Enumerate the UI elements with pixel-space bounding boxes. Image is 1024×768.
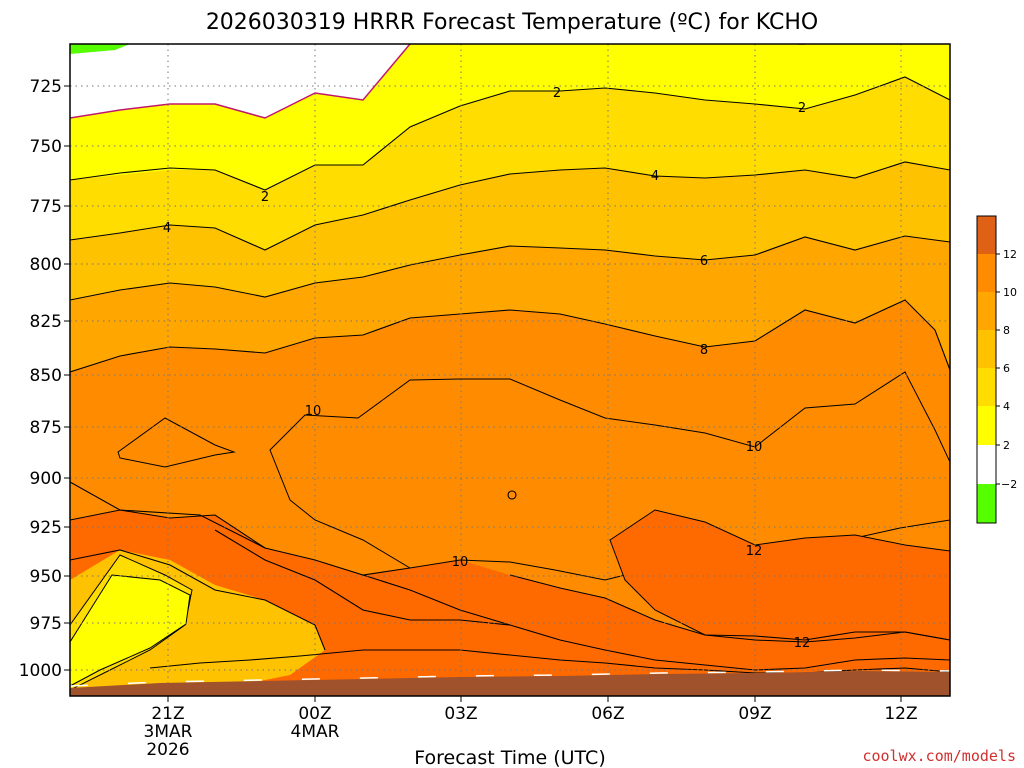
ground (70, 671, 950, 696)
contour-label: 10 (746, 440, 763, 455)
x-axis-label: Forecast Time (UTC) (414, 747, 605, 768)
band-10-12-core (269, 371, 950, 581)
x-tick-label: 06Z (591, 704, 624, 724)
x-tick-label: 09Z (738, 704, 771, 724)
x-tick-label: 21Z (151, 704, 184, 724)
x-tick-label: 03Z (444, 704, 477, 724)
contour-label: 2 (261, 190, 269, 205)
plot-area: 2 2 2 4 4 6 8 10 10 10 12 12 (70, 44, 950, 696)
y-tick-label: 975 (30, 614, 62, 634)
y-tick-label: 750 (30, 137, 62, 157)
colorbar-swatch (977, 216, 996, 254)
colorbar-swatch (977, 484, 996, 523)
colorbar-tick: −2 (1001, 478, 1017, 491)
contour-label: 2 (553, 86, 561, 101)
cool-lower-left-3 (70, 574, 191, 687)
contour-low-3 (214, 529, 511, 626)
contour-low-1 (70, 481, 266, 549)
y-tick-label: 825 (30, 312, 62, 332)
contour-label: 10 (305, 404, 322, 419)
contour-6 (70, 235, 950, 301)
colorbar-tick: 10 (1003, 286, 1017, 299)
contour-low-2 (362, 574, 950, 671)
y-tick-label: 925 (30, 518, 62, 538)
colorbar-tick: 4 (1003, 400, 1010, 413)
colorbar-tick: 12 (1003, 248, 1017, 261)
x-axis: 21Z 3MAR 2026 00Z 4MAR 03Z 06Z 09Z 12Z (144, 696, 918, 760)
contour-label: 12 (794, 636, 811, 651)
y-tick-label: 800 (30, 255, 62, 275)
y-axis: 725 750 775 800 825 850 875 900 925 950 … (19, 77, 70, 681)
y-tick-label: 850 (30, 366, 62, 386)
y-tick-label: 900 (30, 469, 62, 489)
warm-pocket-21z (117, 417, 236, 468)
y-tick-label: 875 (30, 418, 62, 438)
y-tick-label: 725 (30, 77, 62, 97)
x-tick-label: 00Z (298, 704, 331, 724)
contour-label: 6 (700, 254, 708, 269)
colorbar-frame (976, 215, 997, 524)
contour-label: 4 (163, 221, 171, 236)
y-tick-label: 775 (30, 197, 62, 217)
colorbar-tick: 8 (1003, 324, 1010, 337)
contour-zero (70, 44, 411, 119)
contour-label: 8 (700, 343, 708, 358)
x-tick-label: 4MAR (291, 722, 340, 742)
contour-4 (70, 161, 950, 251)
chart-title: 2026030319 HRRR Forecast Temperature (ºC… (206, 10, 818, 35)
x-tick-label: 2026 (146, 740, 189, 760)
contour-small-ring (507, 490, 517, 500)
contour-10-lower (70, 509, 411, 576)
contour-label: 10 (452, 555, 469, 570)
x-tick-label: 12Z (884, 704, 917, 724)
plot-frame (69, 43, 951, 697)
colorbar-tick: 6 (1003, 362, 1010, 375)
contour-labels: 2 2 2 4 4 6 8 10 10 10 12 12 (163, 86, 810, 651)
colorbar-swatch (977, 406, 996, 445)
contour-label: 2 (798, 101, 806, 116)
cold-corner (70, 44, 130, 54)
colorbar-swatch (977, 445, 996, 484)
colorbar-swatch (977, 292, 996, 330)
y-tick-label: 950 (30, 567, 62, 587)
contour-2 (70, 76, 950, 191)
y-tick-label: 1000 (19, 661, 62, 681)
contour-12-lower (509, 574, 950, 641)
x-tick-label: 3MAR (144, 722, 193, 742)
colorbar-swatch (977, 368, 996, 406)
contour-low-4 (70, 549, 326, 651)
colorbar-swatch (977, 254, 996, 292)
credit-text: coolwx.com/models (862, 747, 1016, 765)
contour-label: 4 (651, 169, 659, 184)
colorbar-swatch (977, 330, 996, 368)
colorbar-swatch (977, 216, 996, 254)
colorbar-tick: 2 (1003, 439, 1010, 452)
colorbar: 12 10 8 6 4 2 −2 (976, 215, 1017, 524)
grid (70, 44, 950, 696)
contour-label: 12 (746, 544, 763, 559)
